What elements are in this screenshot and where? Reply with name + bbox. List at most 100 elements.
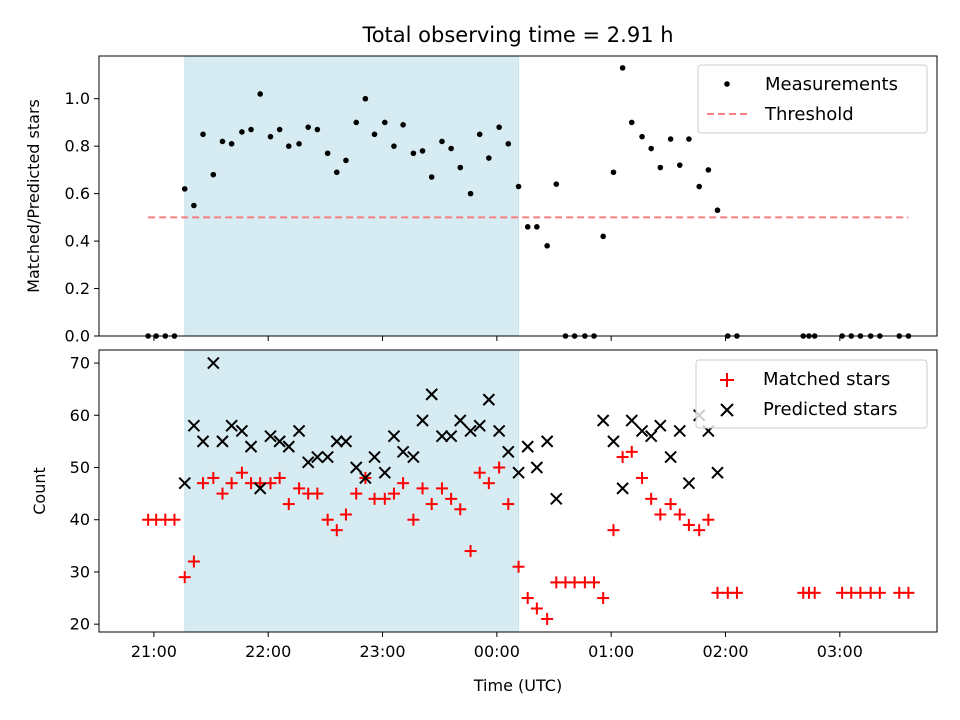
matched-star-point [625, 445, 638, 458]
predicted-star-point [607, 435, 620, 448]
matched-star-point [541, 612, 554, 625]
predicted-star-point [302, 456, 315, 469]
bottom-x-tick-label: 01:00 [588, 642, 634, 661]
predicted-star-point [711, 466, 724, 479]
predicted-star-point [378, 466, 392, 479]
bottom-x-tick: 03:00 [817, 632, 863, 661]
x-axis-label: Time (UTC) [473, 676, 562, 695]
predicted-star-point [187, 419, 201, 432]
measurement-point [343, 157, 349, 164]
matched-star-point [902, 586, 915, 599]
matched-star-point [207, 471, 220, 484]
matched-star-point [225, 477, 238, 490]
bottom-y-tick-label: 40 [70, 510, 90, 529]
top-y-tick-label: 0.2 [65, 279, 90, 298]
predicted-star-point [311, 450, 324, 464]
measurement-point [362, 95, 369, 102]
legend-label-threshold: Threshold [764, 104, 854, 125]
top-y-tick: 0.2 [65, 279, 99, 298]
bottom-panel: 20 30 40 50 60 70 21:00 22:00 23:00 00:00 01:00 02… [30, 349, 938, 695]
measurement-point [439, 138, 445, 145]
legend-marker-predicted [720, 403, 734, 417]
matched-star-point [445, 492, 458, 505]
bottom-axes-frame [98, 349, 938, 633]
measurement-point [257, 91, 263, 97]
top-y-axis-label: Matched/Predicted stars [24, 99, 43, 293]
top-y-tick: 0.8 [65, 137, 99, 156]
predicted-star-point [596, 414, 610, 427]
predicted-star-point [253, 482, 267, 495]
matched-star-point [454, 503, 467, 516]
matched-star-point [368, 492, 381, 505]
top-legend: Measurements Threshold [697, 64, 928, 134]
bottom-legend-box [695, 359, 928, 429]
measurement-point [667, 136, 674, 142]
predicted-star-point [225, 419, 238, 432]
measurement-point [296, 140, 302, 147]
legend-marker-measurements [724, 81, 730, 87]
matched-star-point [808, 586, 821, 599]
matched-star-point [664, 498, 677, 511]
predicted-star-point [521, 440, 534, 453]
measurement-point [448, 145, 454, 152]
matched-star-point [464, 545, 477, 558]
matched-star-point [597, 592, 610, 605]
top-y-tick-label: 1.0 [65, 89, 90, 108]
measurement-point [714, 207, 721, 214]
measurement-point [391, 143, 397, 149]
legend-marker-matched [720, 373, 734, 387]
bottom-shaded-span [184, 349, 520, 633]
predicted-star-point [540, 435, 554, 448]
matched-star-point [282, 498, 295, 511]
predicted-star-point [273, 435, 286, 448]
predicted-star-point [350, 461, 363, 474]
matched-star-point [693, 524, 706, 537]
measurement-point [428, 174, 435, 180]
matched-star-point [339, 508, 352, 521]
matched-star-point [293, 482, 306, 495]
measurement-point [324, 150, 331, 157]
predicted-star-point [425, 388, 438, 401]
bottom-y-tick-label: 20 [70, 615, 90, 634]
measurement-point [544, 243, 550, 249]
measurement-point [382, 119, 388, 126]
top-y-tick-label: 0.8 [65, 137, 90, 156]
matched-star-point [350, 487, 363, 500]
bottom-y-tick-label: 50 [70, 458, 90, 477]
matched-star-point [378, 492, 391, 505]
top-y-tick: 1.0 [65, 89, 99, 108]
top-y-tick: 0.6 [65, 184, 99, 203]
predicted-star-point [464, 424, 477, 438]
measurement-point [228, 140, 235, 147]
predicted-star-point [321, 450, 334, 464]
bottom-y-tick: 20 [70, 615, 99, 634]
legend-label-predicted: Predicted stars [763, 399, 897, 420]
bottom-y-axis-label: Count [30, 467, 49, 515]
predicted-star-point [292, 424, 306, 438]
bottom-y-ticks: 20 30 40 50 60 70 [70, 354, 99, 634]
top-y-tick-label: 0.4 [65, 232, 90, 251]
matched-star-point [588, 576, 601, 589]
matched-star-point [512, 560, 525, 573]
bottom-y-tick-label: 70 [70, 354, 90, 373]
predicted-star-point [264, 429, 277, 443]
measurement-point [400, 122, 406, 128]
measurement-point [619, 65, 626, 71]
predicted-star-point [359, 471, 372, 485]
matched-star-point [187, 555, 200, 568]
measurement-point [476, 131, 483, 138]
measurement-point [210, 171, 217, 178]
predicted-star-point [616, 482, 629, 495]
measurement-point [496, 124, 502, 130]
matched-star-point [330, 524, 343, 537]
measurement-point [686, 136, 692, 142]
measurement-point [353, 119, 360, 126]
measurement-point [219, 138, 226, 145]
matched-star-point [178, 571, 191, 584]
measurement-point [628, 119, 635, 126]
measurement-point [314, 126, 321, 133]
measurement-point [305, 124, 312, 130]
predicted-star-point [330, 435, 344, 448]
measurement-point [410, 150, 417, 157]
top-shaded-span [184, 55, 520, 337]
